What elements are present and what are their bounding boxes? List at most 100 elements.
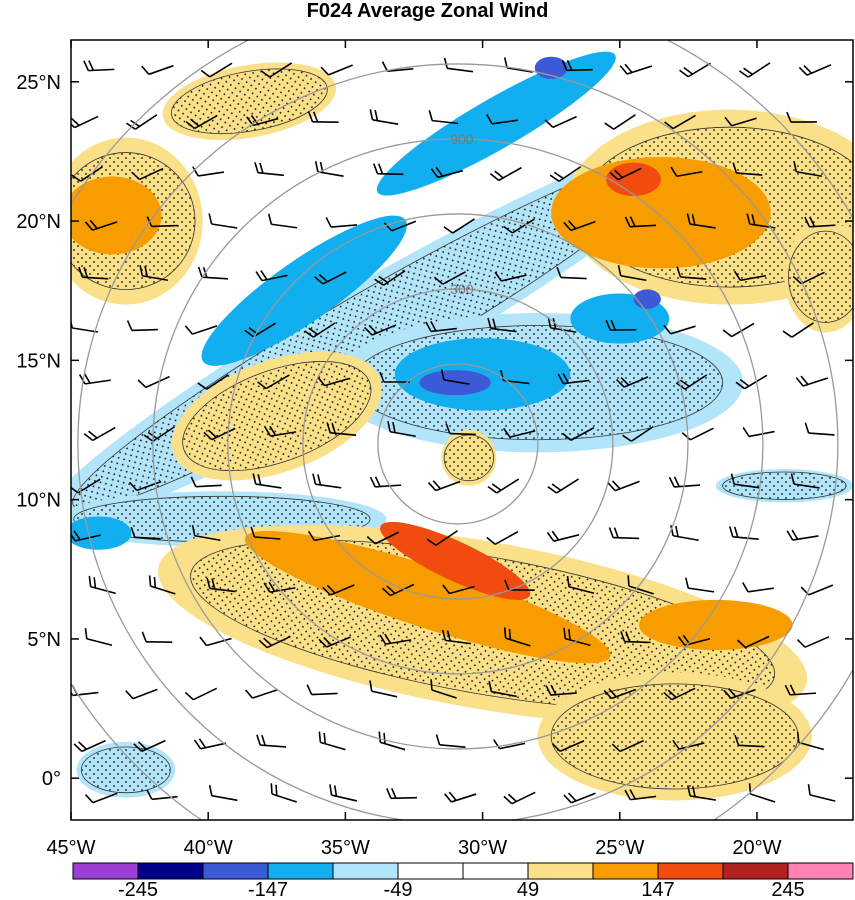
wind-barb xyxy=(141,64,174,76)
wind-barb xyxy=(381,583,415,597)
x-tick-label: 40°W xyxy=(184,837,233,859)
wind-barb xyxy=(566,575,595,595)
wind-barb xyxy=(730,473,760,489)
wind-barb xyxy=(503,627,531,647)
wind-barb xyxy=(742,426,775,438)
wind-barb xyxy=(737,635,770,649)
wind-barb xyxy=(318,636,351,648)
colorbar-label: -49 xyxy=(384,879,413,900)
wind-barb xyxy=(784,684,817,696)
wind-barb xyxy=(443,218,475,234)
wind-barb xyxy=(307,111,339,123)
wind-barb xyxy=(185,114,218,130)
colorbar-label: 49 xyxy=(517,879,539,900)
wind-barb xyxy=(557,373,590,385)
y-tick-label: 0° xyxy=(42,768,61,790)
wind-barb xyxy=(83,60,115,72)
wind-barb xyxy=(322,584,355,596)
wind-barb xyxy=(84,792,118,804)
wind-barb xyxy=(442,584,475,595)
wind-barb xyxy=(304,322,336,338)
wind-barb xyxy=(489,166,522,182)
wind-barb xyxy=(624,789,657,801)
wind-barb xyxy=(197,374,229,390)
wind-barb xyxy=(372,163,404,176)
wind-barb xyxy=(84,627,113,647)
wind-barb xyxy=(320,64,353,76)
range-ring-label: 300 xyxy=(450,281,474,297)
colorbar-swatch xyxy=(787,862,854,880)
region-negative-strong xyxy=(419,370,491,396)
wind-barb xyxy=(378,731,406,751)
colorbar-swatch xyxy=(332,862,399,880)
wind-barb xyxy=(73,739,106,753)
wind-barb xyxy=(549,166,582,182)
colorbar: -245 -147 -49 49 147 245 xyxy=(72,862,854,900)
wind-barb xyxy=(252,473,282,489)
colorbar-swatch xyxy=(202,862,269,880)
wind-barb xyxy=(611,739,645,753)
wind-barb xyxy=(191,525,221,542)
wind-barb xyxy=(622,426,654,442)
axes: 0° 5°N 10°N 15°N 20°N 25°N 45°W 40°W 35°W 30°W 25°… xyxy=(16,40,853,859)
colorbar-swatch xyxy=(137,862,204,880)
wind-barb xyxy=(798,64,832,76)
wind-barb xyxy=(494,271,527,282)
wind-barb xyxy=(250,526,281,540)
wind-barb xyxy=(795,375,829,387)
wind-barb xyxy=(71,530,101,542)
wind-barb xyxy=(329,784,358,802)
wind-barb xyxy=(562,427,595,441)
wind-barb xyxy=(131,167,164,181)
wind-barb xyxy=(561,59,593,72)
wind-barb xyxy=(663,324,696,335)
wind-barb xyxy=(503,791,536,805)
region-positive-moderate xyxy=(638,599,793,651)
wind-barb xyxy=(317,376,350,387)
wind-barb xyxy=(487,317,517,333)
region-negative-moderate xyxy=(394,338,571,411)
wind-barb xyxy=(608,527,640,540)
x-tick-label: 35°W xyxy=(321,837,370,859)
wind-barb xyxy=(486,114,518,125)
stipple-positive xyxy=(182,361,372,472)
wind-barb xyxy=(782,322,814,338)
wind-barb xyxy=(792,271,825,285)
wind-barb xyxy=(615,376,649,388)
wind-barb xyxy=(369,476,402,488)
wind-barb xyxy=(563,792,596,804)
range-rings: 3009001500 xyxy=(71,40,853,820)
wind-barb xyxy=(369,109,399,125)
y-tick-label: 20°N xyxy=(16,211,61,233)
wind-barb xyxy=(786,111,817,123)
wind-barb xyxy=(443,57,474,73)
wind-barb xyxy=(742,582,774,593)
x-tick-label: 20°W xyxy=(732,837,781,859)
wind-barb xyxy=(545,684,577,696)
wind-barb xyxy=(184,687,218,701)
wind-barb xyxy=(325,217,358,228)
wind-barb xyxy=(679,62,711,78)
wind-barb xyxy=(793,161,823,178)
wind-barb xyxy=(609,167,642,181)
wind-barb xyxy=(668,476,701,488)
wind-barb xyxy=(318,731,346,751)
region-negative-strong xyxy=(633,289,661,309)
wind-barb xyxy=(369,680,398,698)
range-ring xyxy=(152,138,764,750)
wind-barb xyxy=(738,62,771,78)
wind-barb xyxy=(203,427,236,441)
stipple-positive xyxy=(550,683,799,790)
wind-barb xyxy=(139,265,169,282)
y-tick-label: 10°N xyxy=(16,490,61,512)
wind-barb xyxy=(71,115,99,129)
wind-barb xyxy=(724,116,757,127)
wind-barb xyxy=(385,788,418,800)
wind-barb xyxy=(670,166,703,178)
wind-barb xyxy=(487,478,520,494)
wind-barb xyxy=(84,219,118,231)
region-positive-moderate xyxy=(244,531,611,664)
wind-barb xyxy=(503,57,533,73)
wind-barb xyxy=(193,738,227,750)
